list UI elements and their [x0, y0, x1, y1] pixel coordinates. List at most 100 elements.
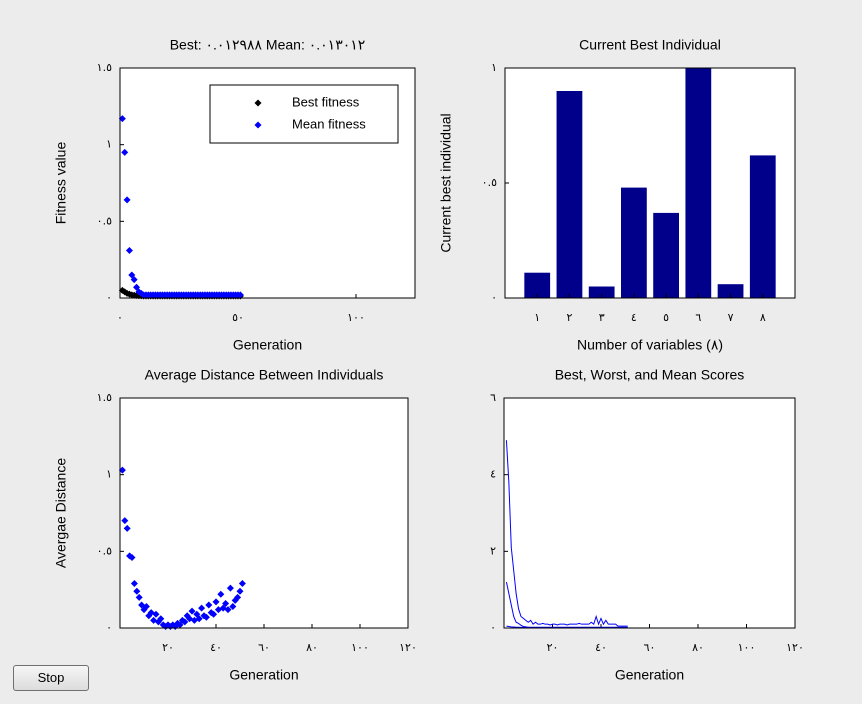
- x-tick-label: ٧: [728, 311, 734, 324]
- y-tick-label: ٤: [490, 468, 496, 481]
- x-tick-label: ٢: [566, 311, 572, 324]
- x-tick-label: ٢٠: [162, 641, 174, 654]
- bar: [685, 68, 712, 298]
- y-axis-label: Avergae Distance: [53, 458, 69, 568]
- point: [133, 587, 141, 595]
- point: [236, 587, 244, 595]
- point: [236, 291, 244, 299]
- point: [118, 466, 126, 474]
- point: [202, 613, 210, 621]
- point: [121, 148, 129, 156]
- legend-label: Best fitness: [292, 94, 360, 109]
- x-axis-label: Generation: [233, 337, 302, 353]
- bar: [653, 212, 679, 298]
- y-tick-label: ١.٥: [97, 61, 112, 74]
- chart-title: Average Distance Between Individuals: [145, 367, 384, 383]
- point: [224, 606, 232, 614]
- point: [130, 276, 138, 284]
- point: [123, 524, 131, 532]
- x-tick-label: ٠: [117, 311, 123, 324]
- axes: [120, 398, 408, 628]
- chart-title: Current Best Individual: [579, 37, 721, 53]
- legend-marker: [254, 121, 262, 129]
- y-axis-label: Fitness value: [53, 142, 69, 225]
- point: [210, 610, 218, 618]
- x-tick-label: ١٠٠: [738, 641, 756, 654]
- point: [217, 590, 225, 598]
- point: [125, 246, 133, 254]
- bar: [588, 286, 615, 298]
- y-axis-label: Current best individual: [438, 113, 454, 252]
- point: [238, 580, 246, 588]
- y-tick-label: ٠.٥: [482, 176, 497, 189]
- y-tick-label: ٠.٥: [97, 544, 112, 557]
- point: [142, 603, 150, 611]
- x-tick-label: ١٢٠: [399, 641, 417, 654]
- y-tick-label: ٠: [106, 621, 112, 634]
- point: [198, 604, 206, 612]
- x-axis-label: Number of variables (٨): [577, 337, 723, 353]
- bar: [556, 91, 583, 298]
- series-line: [505, 440, 628, 627]
- y-tick-label: ٠: [106, 291, 112, 304]
- y-tick-label: ١: [106, 138, 112, 151]
- x-tick-label: ٦٠: [644, 641, 656, 654]
- x-tick-label: ٤٠: [595, 641, 607, 654]
- x-tick-label: ٤٠: [210, 641, 222, 654]
- point: [226, 584, 234, 592]
- axes-box: [503, 397, 796, 629]
- x-tick-label: ٦٠: [258, 641, 270, 654]
- y-tick-label: ٠: [490, 621, 496, 634]
- x-tick-label: ١٢٠: [786, 641, 804, 654]
- y-tick-label: ١: [491, 61, 497, 74]
- point: [229, 603, 237, 611]
- x-tick-label: ٤: [631, 311, 637, 324]
- legend-label: Mean fitness: [292, 116, 366, 131]
- point: [234, 593, 242, 601]
- axes: [504, 398, 795, 628]
- axes-box: [119, 397, 409, 629]
- x-tick-label: ٨٠: [692, 641, 704, 654]
- point: [157, 615, 165, 623]
- point: [128, 553, 136, 561]
- legend: [209, 84, 399, 144]
- point: [212, 598, 220, 606]
- x-tick-label: ١٠٠: [351, 641, 369, 654]
- stop-button[interactable]: Stop: [13, 665, 89, 691]
- point: [188, 607, 196, 615]
- y-tick-label: ٢: [490, 544, 496, 557]
- x-tick-label: ١٠٠: [347, 311, 365, 324]
- point: [181, 618, 189, 626]
- x-tick-label: ٥: [663, 311, 669, 324]
- bar: [621, 187, 647, 298]
- y-tick-label: ٦: [490, 391, 496, 404]
- x-axis-label: Generation: [615, 667, 684, 683]
- y-tick-label: ٠.٥: [97, 214, 112, 227]
- x-tick-label: ٥٠: [232, 311, 244, 324]
- chart-title: Best: ٠.٠١٢٩٨٨ Mean: ٠.٠١٣٠١٢: [170, 37, 366, 53]
- point: [135, 593, 143, 601]
- axes-box: [504, 67, 796, 299]
- y-tick-label: ٠: [491, 291, 497, 304]
- point: [176, 621, 184, 629]
- x-tick-label: ٨٠: [306, 641, 318, 654]
- x-axis-label: Generation: [229, 667, 298, 683]
- y-tick-label: ١: [106, 468, 112, 481]
- point: [121, 517, 129, 525]
- axes-box: [119, 67, 416, 299]
- chart-title: Best, Worst, and Mean Scores: [555, 367, 745, 383]
- point: [205, 601, 213, 609]
- x-tick-label: ٦: [695, 311, 701, 324]
- bar: [524, 272, 551, 298]
- x-tick-label: ٢٠: [547, 641, 559, 654]
- point: [123, 196, 131, 204]
- point: [130, 580, 138, 588]
- bar: [717, 284, 744, 298]
- axes: [505, 68, 795, 298]
- x-tick-label: ١: [534, 311, 540, 324]
- y-tick-label: ١.٥: [97, 391, 112, 404]
- bar: [749, 155, 776, 298]
- point: [152, 610, 160, 618]
